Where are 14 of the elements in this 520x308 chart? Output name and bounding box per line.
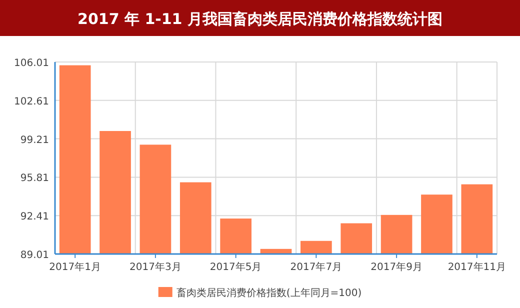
x-tick-label: 2017年11月 [448, 261, 506, 273]
y-tick-label: 92.41 [20, 212, 49, 223]
x-tick-label: 2017年9月 [370, 261, 422, 273]
y-tick-label: 89.01 [20, 250, 49, 261]
y-tick-label: 95.81 [20, 173, 49, 184]
x-tick-label: 2017年5月 [210, 261, 262, 273]
y-tick-label: 106.01 [14, 58, 49, 69]
chart-title: 2017 年 1-11 月我国畜肉类居民消费价格指数统计图 [78, 10, 442, 28]
x-tick-label: 2017年3月 [130, 261, 182, 273]
legend: 畜肉类居民消费价格指数(上年同月=100) [158, 287, 362, 299]
x-tick-label: 2017年7月 [290, 261, 342, 273]
y-tick-label: 99.21 [20, 134, 49, 146]
y-tick-label: 102.61 [14, 96, 49, 108]
x-tick-label: 2017年1月 [49, 261, 101, 273]
